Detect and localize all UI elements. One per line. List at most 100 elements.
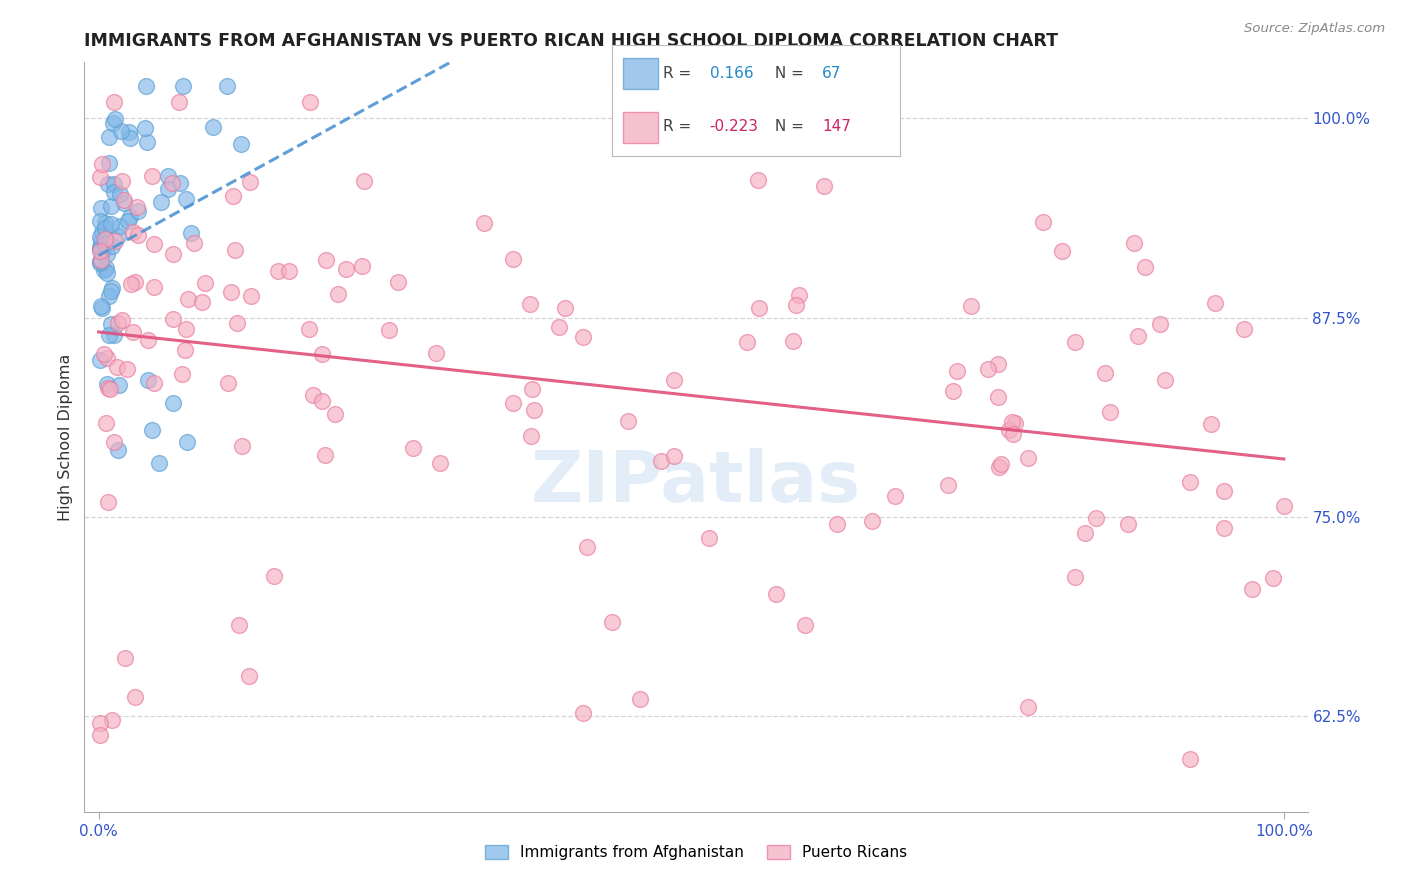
Point	[225, 317, 247, 331]
Point	[89, 240, 111, 254]
Point	[735, 334, 758, 349]
Point	[1233, 322, 1256, 336]
Point	[1001, 415, 1024, 429]
Point	[502, 395, 524, 409]
Point	[94, 260, 117, 275]
Point	[91, 226, 114, 240]
Point	[1017, 450, 1039, 465]
Point	[311, 347, 333, 361]
Point	[697, 532, 720, 546]
Point	[94, 232, 117, 246]
Point	[1199, 417, 1222, 431]
Point	[103, 95, 125, 110]
Point	[1050, 244, 1073, 259]
Point	[472, 216, 495, 230]
Point	[135, 79, 157, 94]
Point	[350, 259, 373, 273]
Point	[110, 124, 132, 138]
Point	[89, 202, 111, 216]
Point	[157, 182, 180, 196]
Point	[148, 456, 170, 470]
Point	[174, 192, 197, 206]
Point	[104, 234, 127, 248]
Point	[1064, 570, 1087, 584]
Point	[987, 357, 1010, 371]
Point	[1094, 366, 1116, 380]
Point	[93, 347, 115, 361]
Point	[941, 384, 963, 399]
Point	[156, 169, 179, 184]
Point	[97, 289, 120, 303]
Point	[121, 325, 143, 339]
Point	[93, 216, 115, 230]
Point	[91, 246, 114, 260]
Point	[90, 299, 112, 313]
Point	[160, 176, 183, 190]
Point	[100, 281, 122, 295]
Point	[103, 177, 125, 191]
Point	[1213, 483, 1236, 498]
Point	[94, 237, 117, 252]
Point	[98, 382, 121, 396]
Point	[299, 95, 322, 110]
Point	[96, 377, 118, 392]
Point	[162, 247, 184, 261]
Point	[143, 376, 166, 390]
Point	[89, 214, 111, 228]
Point	[100, 284, 122, 298]
Point	[97, 129, 120, 144]
Point	[176, 435, 198, 450]
Point	[90, 235, 112, 249]
Text: IMMIGRANTS FROM AFGHANISTAN VS PUERTO RICAN HIGH SCHOOL DIPLOMA CORRELATION CHAR: IMMIGRANTS FROM AFGHANISTAN VS PUERTO RI…	[84, 32, 1059, 50]
Point	[353, 174, 375, 188]
Point	[100, 198, 122, 212]
Point	[101, 714, 124, 728]
Point	[172, 367, 194, 381]
Point	[89, 728, 111, 742]
Point	[219, 285, 242, 299]
Point	[1153, 373, 1175, 387]
Point	[960, 299, 983, 313]
Point	[617, 414, 640, 428]
Point	[97, 156, 120, 170]
Point	[127, 228, 149, 243]
Point	[100, 218, 122, 232]
Point	[90, 252, 112, 267]
Point	[1126, 329, 1149, 343]
Point	[1240, 582, 1263, 596]
Point	[100, 238, 122, 252]
Point	[1204, 296, 1226, 310]
Point	[169, 176, 191, 190]
Point	[1122, 236, 1144, 251]
Point	[120, 210, 142, 224]
Point	[1178, 752, 1201, 766]
Point	[167, 95, 190, 110]
Point	[1213, 521, 1236, 535]
Point	[1085, 510, 1108, 524]
Point	[162, 395, 184, 409]
Point	[217, 79, 239, 94]
Point	[328, 287, 350, 301]
Point	[89, 229, 111, 244]
Point	[298, 322, 321, 336]
Point	[96, 266, 118, 280]
Point	[785, 297, 807, 311]
Point	[103, 327, 125, 342]
Point	[990, 458, 1012, 472]
Point	[378, 322, 401, 336]
Point	[1074, 526, 1097, 541]
Point	[1032, 215, 1054, 229]
Point	[748, 301, 770, 315]
Point	[114, 651, 136, 665]
Point	[554, 301, 576, 316]
Point	[425, 345, 447, 359]
Point	[97, 177, 120, 191]
Point	[224, 243, 246, 257]
Point	[93, 263, 115, 277]
Point	[765, 587, 787, 601]
Point	[96, 351, 118, 365]
Text: R =: R =	[664, 119, 696, 134]
Point	[946, 364, 969, 378]
Point	[98, 328, 121, 343]
Point	[136, 333, 159, 347]
